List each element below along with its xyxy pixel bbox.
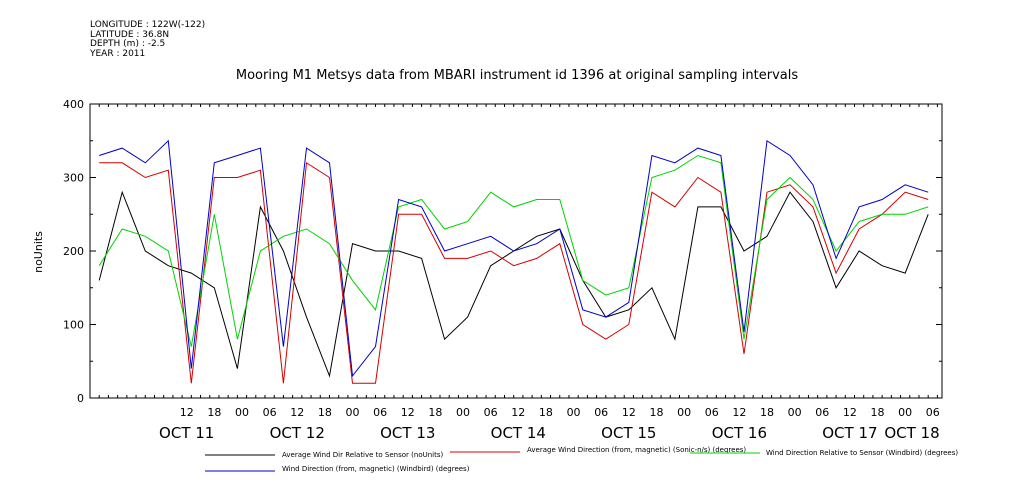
series-line-2 <box>99 161 929 384</box>
x-hour-label: 12 <box>732 406 746 419</box>
x-day-label: OCT 14 <box>491 424 546 442</box>
latitude-text: LATITUDE : 36.8N <box>90 29 170 40</box>
x-day-label: OCT 16 <box>712 424 767 442</box>
legend: Average Wind Dir Relative to Sensor (noU… <box>205 446 958 473</box>
series-line-1 <box>98 190 929 378</box>
x-hour-label: 00 <box>898 406 912 419</box>
y-tick-label: 300 <box>63 172 84 185</box>
depth-text: DEPTH (m) : -2.5 <box>90 39 166 49</box>
x-day-label: OCT 12 <box>270 424 325 442</box>
x-hour-label: 18 <box>871 406 885 419</box>
series-lines <box>98 139 929 384</box>
x-hour-label: 00 <box>567 406 581 419</box>
x-hour-label: 00 <box>346 406 360 419</box>
x-hour-label: 06 <box>263 406 277 419</box>
x-day-label: OCT 15 <box>601 424 656 442</box>
y-tick-label: 200 <box>63 245 84 258</box>
x-hour-label: 18 <box>649 406 663 419</box>
x-hour-label: 12 <box>511 406 525 419</box>
x-hour-label: 06 <box>484 406 498 419</box>
y-tick-label: 100 <box>63 319 84 332</box>
axes: 0 100 200 300 400 12 18 00 06 12 18 00 06 12 18 00 06 12 1… <box>63 98 943 442</box>
x-day-label: OCT 18 <box>884 424 939 442</box>
chart-title: Mooring M1 Metsys data from MBARI instru… <box>235 68 799 83</box>
legend-label-1: Average Wind Dir Relative to Sensor (noU… <box>282 451 443 459</box>
y-axis-label: noUnits <box>32 231 45 273</box>
x-day-label: OCT 11 <box>159 424 214 442</box>
x-hour-label: 12 <box>401 406 415 419</box>
x-hour-label: 18 <box>539 406 553 419</box>
x-hour-label: 12 <box>843 406 857 419</box>
series-line-3 <box>98 154 929 347</box>
year-text: YEAR : 2011 <box>90 48 146 59</box>
x-hour-label: 12 <box>290 406 304 419</box>
x-day-label: OCT 13 <box>380 424 435 442</box>
legend-label-4: Wind Direction (from, magnetic) (Windbir… <box>282 465 470 473</box>
x-hour-label: 00 <box>788 406 802 419</box>
x-hour-label: 06 <box>815 406 829 419</box>
legend-label-3: Wind Direction Relative to Sensor (Windb… <box>766 449 958 457</box>
x-hour-label: 18 <box>207 406 221 419</box>
x-hour-label: 00 <box>456 406 470 419</box>
series-line-4 <box>99 139 929 378</box>
longitude-text: LONGITUDE : 122W(-122) <box>90 20 206 30</box>
y-tick-label: 0 <box>77 392 84 405</box>
x-hour-label: 00 <box>235 406 249 419</box>
x-hour-label: 12 <box>622 406 636 419</box>
x-hour-label: 06 <box>926 406 940 419</box>
x-hour-label: 06 <box>594 406 608 419</box>
x-hour-label: 06 <box>705 406 719 419</box>
x-hour-label: 18 <box>760 406 774 419</box>
x-hour-label: 18 <box>318 406 332 419</box>
metadata-block: LONGITUDE : 122W(-122) LATITUDE : 36.8N … <box>90 20 206 59</box>
x-hour-label: 12 <box>180 406 194 419</box>
x-day-label: OCT 17 <box>822 424 877 442</box>
x-hour-label: 18 <box>428 406 442 419</box>
plot-frame <box>89 103 943 399</box>
legend-label-2: Average Wind Direction (from, magnetic) … <box>527 446 746 454</box>
x-hour-label: 06 <box>373 406 387 419</box>
x-hour-label: 00 <box>677 406 691 419</box>
y-tick-label: 400 <box>63 98 84 111</box>
